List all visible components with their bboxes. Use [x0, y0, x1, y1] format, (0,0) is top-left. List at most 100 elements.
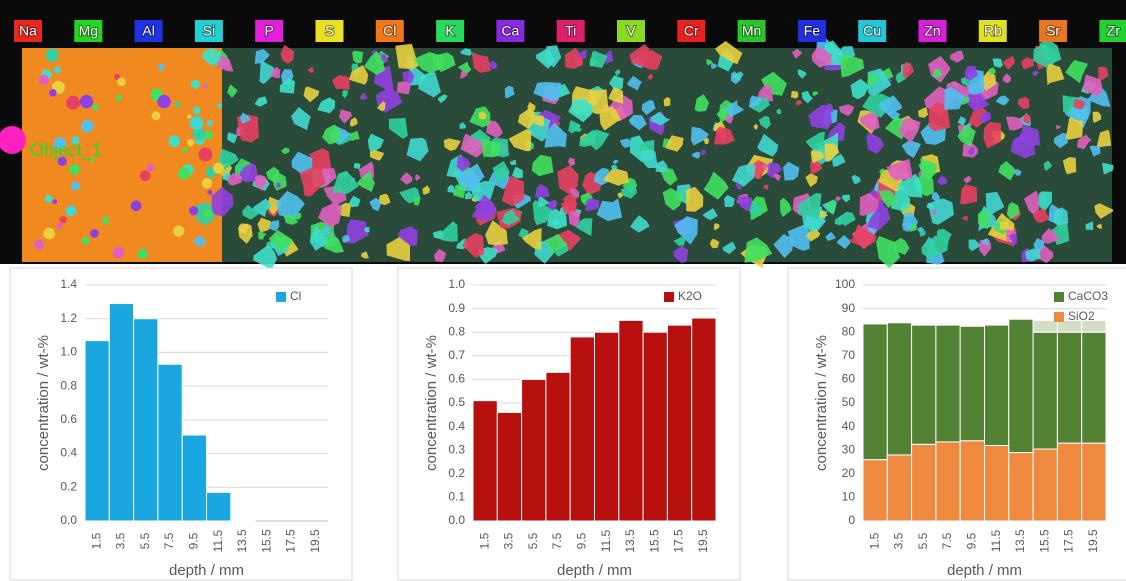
- legend-swatch: [276, 292, 286, 302]
- element-label: Sr: [1046, 23, 1060, 39]
- grain: [140, 170, 151, 181]
- x-tick-label: 17.5: [672, 529, 686, 553]
- element-label: Mn: [742, 23, 761, 39]
- grain: [158, 64, 164, 70]
- bar: [134, 319, 158, 521]
- y-tick-label: 1.0: [448, 277, 465, 291]
- x-tick-label: 11.5: [211, 529, 225, 552]
- bar: [643, 332, 667, 521]
- element-label: S: [325, 23, 334, 39]
- x-tick-label: 9.5: [187, 532, 201, 549]
- y-tick-label: 0.4: [60, 446, 77, 460]
- bar-segment: [1057, 332, 1081, 443]
- y-tick-label: 0.2: [60, 479, 77, 493]
- y-tick-label: 0.3: [448, 442, 465, 456]
- grain: [71, 181, 80, 190]
- bar: [85, 341, 109, 521]
- y-tick-label: 1.4: [60, 277, 77, 291]
- grain: [116, 95, 122, 101]
- grain: [54, 67, 61, 74]
- bar-segment: [863, 460, 887, 521]
- y-tick-label: 0.6: [60, 412, 77, 426]
- bar-segment: [960, 326, 984, 440]
- object-label: Object_1: [30, 140, 102, 161]
- x-tick-label: 5.5: [526, 532, 540, 549]
- x-tick-label: 11.5: [989, 529, 1003, 552]
- element-label: Si: [203, 23, 215, 39]
- bar: [546, 372, 570, 521]
- bar: [182, 435, 206, 521]
- bar-segment: [887, 455, 911, 521]
- grain: [69, 164, 80, 175]
- element-label: P: [265, 23, 274, 39]
- element-label: Rb: [984, 23, 1002, 39]
- grain: [203, 209, 212, 218]
- element-label: Zn: [924, 23, 940, 39]
- grain: [183, 148, 188, 153]
- y-tick-label: 0.5: [448, 395, 465, 409]
- grain: [138, 249, 148, 259]
- bar-segment: [863, 324, 887, 460]
- x-tick-label: 7.5: [550, 532, 564, 549]
- y-tick-label: 10: [842, 490, 856, 504]
- element-label: Ti: [565, 23, 576, 39]
- grain: [157, 95, 170, 108]
- bar-segment: [985, 445, 1009, 521]
- page: Object_1 NaMgAlSiPSClKCaTiVCrMnFeCuZnRbS…: [0, 0, 1126, 581]
- x-tick-label: 5.5: [138, 532, 152, 549]
- y-tick-label: 80: [842, 324, 856, 338]
- x-axis-title: depth / mm: [947, 562, 1022, 579]
- x-tick-label: 19.5: [696, 529, 710, 553]
- grain: [45, 195, 53, 203]
- legend-label: Cl: [290, 289, 301, 303]
- grain: [151, 111, 160, 120]
- bar-segment: [912, 444, 936, 521]
- grain: [92, 104, 98, 110]
- x-tick-label: 11.5: [599, 529, 613, 552]
- grain: [52, 199, 57, 204]
- x-tick-label: 17.5: [284, 529, 298, 553]
- element-label: Mg: [79, 23, 98, 39]
- grain: [175, 102, 180, 107]
- x-tick-label: 7.5: [940, 532, 954, 549]
- x-tick-label: 9.5: [965, 532, 979, 549]
- y-tick-label: 0.2: [448, 466, 465, 480]
- x-tick-label: 3.5: [114, 532, 128, 549]
- bar-segment: [1082, 443, 1106, 521]
- x-tick-label: 13.5: [235, 529, 249, 553]
- bar-segment: [1009, 453, 1033, 521]
- x-tick-label: 15.5: [1037, 529, 1051, 553]
- bar-segment: [912, 325, 936, 444]
- grain: [82, 237, 90, 245]
- bar: [109, 304, 133, 521]
- bar: [231, 520, 255, 521]
- grain: [147, 164, 155, 172]
- bar-segment: [887, 323, 911, 455]
- grain: [81, 120, 93, 132]
- grain: [57, 223, 63, 229]
- bar-segment: [936, 325, 960, 442]
- legend-swatch: [664, 292, 674, 302]
- y-tick-label: 0.0: [60, 513, 77, 527]
- y-tick-label: 50: [842, 395, 856, 409]
- y-tick-label: 100: [835, 277, 855, 291]
- grain: [131, 201, 142, 212]
- x-tick-label: 19.5: [1086, 529, 1100, 553]
- grain: [169, 135, 181, 147]
- element-label: Cl: [383, 23, 396, 39]
- grain: [191, 80, 200, 89]
- element-label: K: [445, 23, 455, 39]
- element-label: Fe: [804, 23, 821, 39]
- element-label: Ca: [501, 23, 519, 39]
- grain: [39, 75, 49, 85]
- bar-segment: [960, 441, 984, 521]
- grain: [66, 205, 77, 216]
- bar: [595, 332, 619, 521]
- grain: [190, 116, 204, 130]
- grain: [187, 139, 194, 146]
- grain: [102, 217, 109, 224]
- y-axis-title: concentration / wt-%: [35, 335, 52, 471]
- legend-swatch: [1054, 292, 1064, 302]
- x-tick-label: 3.5: [502, 532, 516, 549]
- x-tick-label: 1.5: [477, 532, 491, 549]
